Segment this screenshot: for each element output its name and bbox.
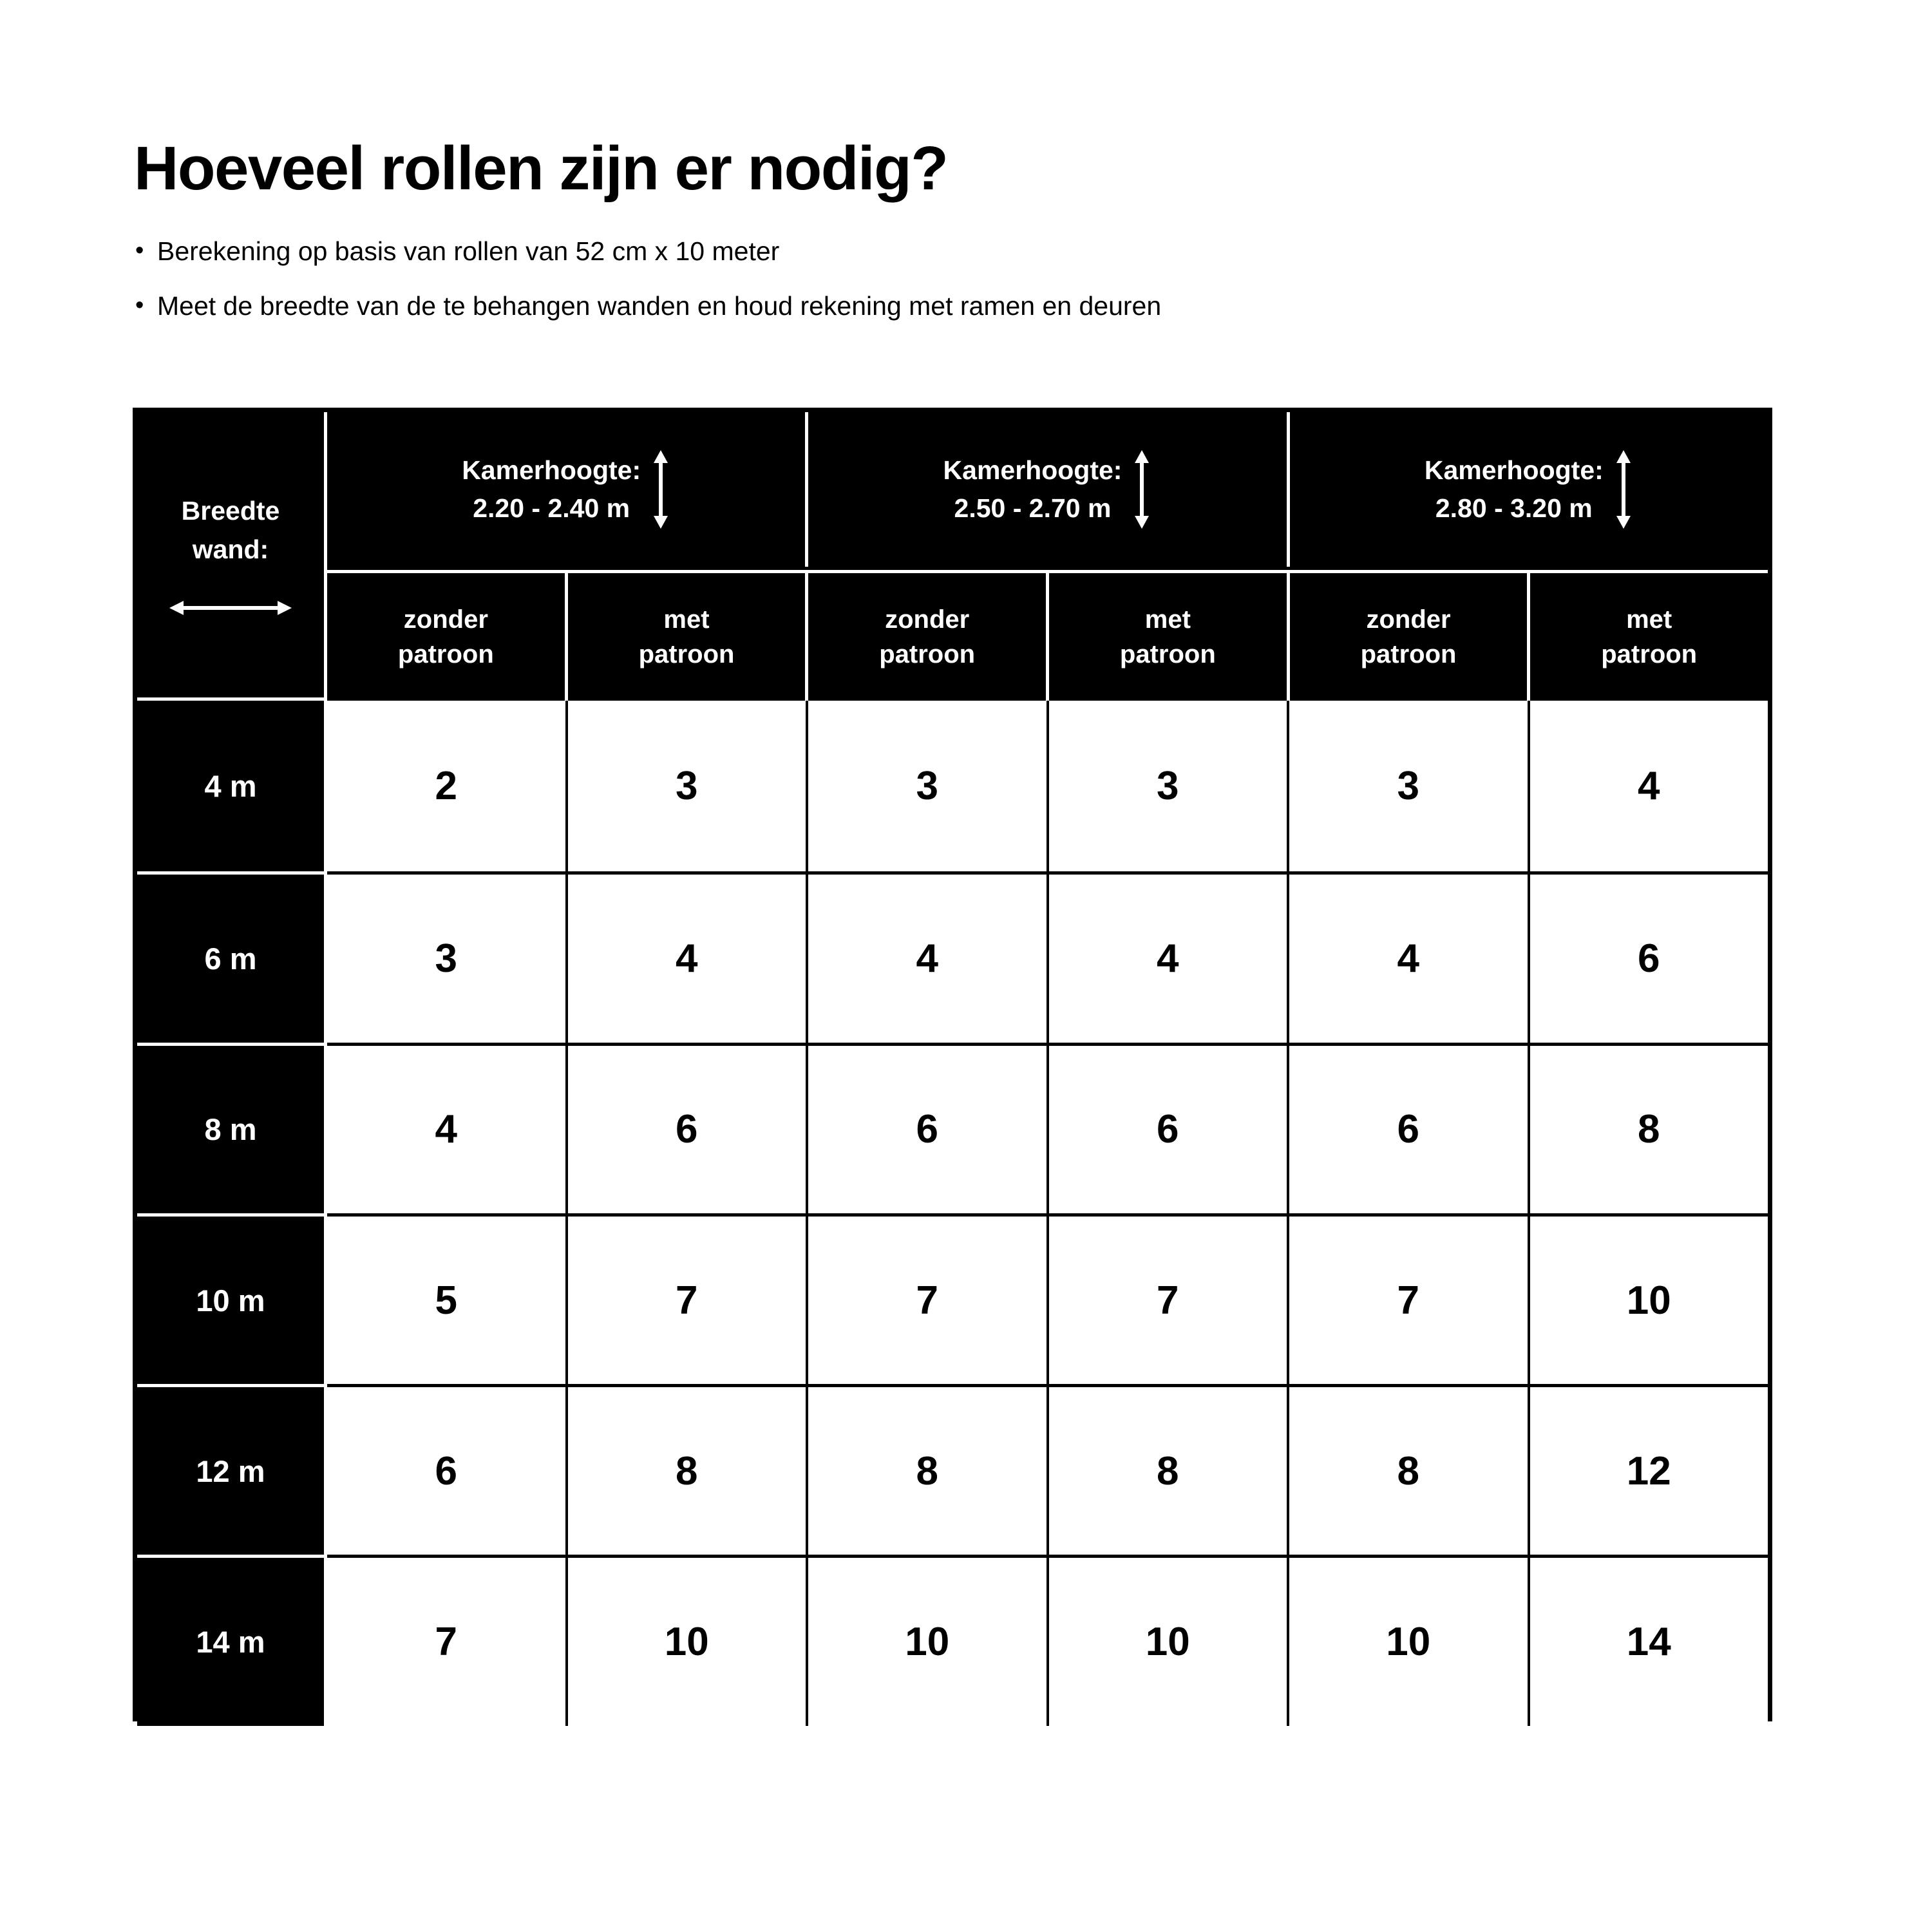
subheader-col-5: zonder patroon (1286, 573, 1528, 701)
table-cell: 6 (565, 1045, 806, 1213)
table-cell: 7 (1046, 1216, 1287, 1385)
row-label: 6 m (137, 871, 327, 1043)
subheader-col-4-line1: met (1144, 605, 1191, 634)
row-label: 4 m (137, 697, 327, 872)
subheader-col-2-line1: met (663, 605, 710, 634)
subheader-col-3-line1: zonder (885, 605, 970, 634)
table-cell: 2 (327, 701, 565, 872)
header-group-1-range: 2.20 - 2.40 m (473, 493, 630, 523)
table-cell: 7 (327, 1558, 565, 1726)
corner-label-line2: wand: (192, 534, 269, 564)
table-cell: 7 (1287, 1216, 1528, 1385)
table-cell: 6 (1287, 1045, 1528, 1213)
header-group-3-label: Kamerhoogte: (1424, 455, 1604, 485)
table-cell: 3 (806, 701, 1046, 872)
header-group-1-label: Kamerhoogte: (462, 455, 641, 485)
table-cell: 3 (1046, 701, 1287, 872)
subheader-col-5-line1: zonder (1366, 605, 1451, 634)
table-cell: 8 (1527, 1045, 1768, 1213)
row-label: 10 m (137, 1213, 327, 1385)
table-cell: 4 (565, 875, 806, 1043)
header-group-3: Kamerhoogte: 2.80 - 3.20 m (1286, 412, 1768, 567)
table-cell: 10 (806, 1558, 1046, 1726)
bullet-dot-icon: • (135, 292, 144, 319)
header-group-row: Kamerhoogte: 2.20 - 2.40 m (327, 412, 1768, 567)
table-cell: 6 (806, 1045, 1046, 1213)
table-cell: 6 (1046, 1045, 1287, 1213)
bullet-text: Berekening op basis van rollen van 52 cm… (157, 236, 780, 266)
subheader-col-4: met patroon (1046, 573, 1287, 701)
vertical-double-arrow-icon (651, 450, 670, 529)
table-cell: 14 (1527, 1558, 1768, 1726)
table-cell: 8 (565, 1387, 806, 1555)
table-cell: 6 (1527, 875, 1768, 1043)
table-row: 14 m 7 10 10 10 10 14 (137, 1555, 1768, 1726)
horizontal-double-arrow-icon (169, 598, 292, 618)
bullet-dot-icon: • (135, 237, 144, 264)
subheader-col-3: zonder patroon (805, 573, 1046, 701)
table-row: 10 m 5 7 7 7 7 10 (137, 1213, 1768, 1385)
table-cell: 4 (1527, 701, 1768, 872)
header-group-1: Kamerhoogte: 2.20 - 2.40 m (327, 412, 805, 567)
subheader-col-4-line2: patroon (1119, 640, 1216, 668)
subheader-col-1-line1: zonder (403, 605, 488, 634)
table-cell: 3 (565, 701, 806, 872)
bullet-text: Meet de breedte van de te behangen wande… (157, 291, 1162, 321)
header-group-2-label: Kamerhoogte: (943, 455, 1122, 485)
table-cell: 3 (327, 875, 565, 1043)
table-cell: 4 (1046, 875, 1287, 1043)
table-row: 8 m 4 6 6 6 6 8 (137, 1042, 1768, 1213)
table-cell: 10 (1287, 1558, 1528, 1726)
table-cell: 5 (327, 1216, 565, 1385)
table-body: 4 m 2 3 3 3 3 4 6 m 3 4 4 4 4 6 8 m 4 6 (137, 697, 1768, 1726)
table-header: Kamerhoogte: 2.20 - 2.40 m (327, 412, 1768, 701)
table-cell: 10 (565, 1558, 806, 1726)
table-cell: 8 (806, 1387, 1046, 1555)
table-cell: 4 (806, 875, 1046, 1043)
vertical-double-arrow-icon (1132, 450, 1151, 529)
table-cell: 10 (1527, 1216, 1768, 1385)
subheader-col-2-line2: patroon (638, 640, 735, 668)
list-item: • Berekening op basis van rollen van 52 … (135, 238, 1810, 265)
subheader-col-5-line2: patroon (1360, 640, 1457, 668)
corner-header-cell: Breedte wand: (137, 412, 327, 701)
table-row: 12 m 6 8 8 8 8 12 (137, 1384, 1768, 1555)
header-group-2: Kamerhoogte: 2.50 - 2.70 m (805, 412, 1286, 567)
header-group-2-range: 2.50 - 2.70 m (954, 493, 1112, 523)
header-group-3-range: 2.80 - 3.20 m (1435, 493, 1593, 523)
corner-label-line1: Breedte (181, 496, 280, 526)
subheader-col-2: met patroon (564, 573, 806, 701)
bullet-list: • Berekening op basis van rollen van 52 … (135, 238, 1810, 348)
subheader-col-1: zonder patroon (327, 573, 565, 701)
vertical-double-arrow-icon (1614, 450, 1633, 529)
table-cell: 10 (1046, 1558, 1287, 1726)
table-cell: 8 (1046, 1387, 1287, 1555)
row-label: 14 m (137, 1555, 327, 1726)
table-row: 6 m 3 4 4 4 4 6 (137, 871, 1768, 1043)
subheader-col-6-line2: patroon (1601, 640, 1698, 668)
page-title: Hoeveel rollen zijn er nodig? (134, 134, 949, 204)
subheader-col-6: met patroon (1527, 573, 1768, 701)
table-cell: 4 (1287, 875, 1528, 1043)
table-cell: 6 (327, 1387, 565, 1555)
header-subcolumn-row: zonder patroon met patroon zonder patroo… (327, 570, 1768, 701)
table-cell: 4 (327, 1045, 565, 1213)
subheader-col-6-line1: met (1626, 605, 1672, 634)
row-label: 12 m (137, 1384, 327, 1555)
list-item: • Meet de breedte van de te behangen wan… (135, 293, 1810, 319)
subheader-col-3-line2: patroon (879, 640, 976, 668)
table-cell: 8 (1287, 1387, 1528, 1555)
subheader-col-1-line2: patroon (397, 640, 494, 668)
table-cell: 7 (565, 1216, 806, 1385)
table-row: 4 m 2 3 3 3 3 4 (137, 697, 1768, 872)
table-cell: 3 (1287, 701, 1528, 872)
roll-calculator-table: Kamerhoogte: 2.20 - 2.40 m (133, 408, 1772, 1726)
table-cell: 7 (806, 1216, 1046, 1385)
row-label: 8 m (137, 1042, 327, 1213)
table-cell: 12 (1527, 1387, 1768, 1555)
